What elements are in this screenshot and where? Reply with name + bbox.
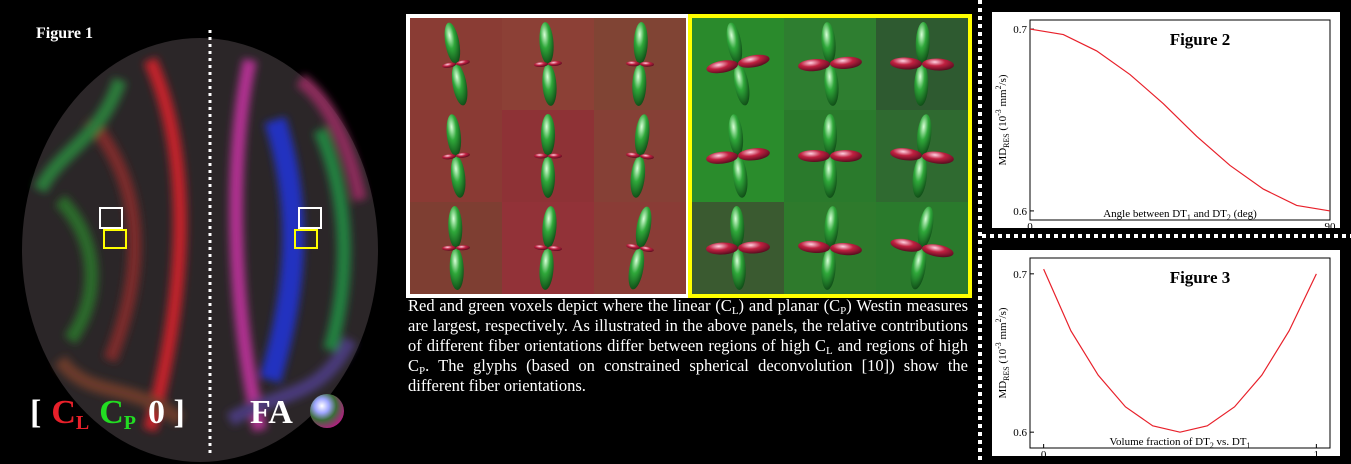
x-axis-label-part: vs. DT [1214,436,1247,448]
x-tick-label: 1 [1314,449,1320,461]
legend-cp: C [99,394,124,431]
legend-open: [ [30,394,41,431]
lobe [823,156,837,198]
legend-cl: C [51,394,76,431]
x-axis-label-part: and DT [1191,208,1227,220]
x-axis-label-part: (deg) [1231,208,1257,220]
y-tick-label: 0.7 [1013,269,1027,281]
x-axis-label-part: Angle between DT [1103,208,1187,220]
y-axis-label-part: (10 [997,115,1009,133]
y-axis-label-part: /s) [997,74,1009,85]
lobe [534,154,548,159]
x-axis-label-part: 1 [1247,441,1251,450]
y-tick-label: 0.7 [1013,24,1027,36]
y-axis-label-part: mm [997,322,1009,342]
chart-background [992,250,1340,456]
caption-text: Red and green voxels depict where the li… [408,296,732,315]
x-tick-label: 0 [1027,221,1033,233]
caption-text: ) and planar (C [739,296,841,315]
lobe [830,150,862,162]
lobe [798,150,830,162]
chart-background [992,12,1340,228]
page: Figure 1 [CLCP0 ] FA Figure 20.60.7090An… [0,0,1351,464]
x-axis-label: Volume fraction of DT2 vs. DT1 [1110,436,1251,450]
legend-cl-sub: L [76,412,89,434]
x-axis-label-part: Volume fraction of DT [1110,436,1211,448]
y-axis-label-part: mm [997,89,1009,109]
x-axis-label: Angle between DT1 and DT2 (deg) [1103,208,1257,222]
color-sphere [310,394,344,428]
chart-title: Figure 3 [1170,268,1231,287]
x-tick-label: 90 [1325,221,1337,233]
caption-text: . The glyphs (based on constrained spher… [408,356,968,395]
y-axis-label-part: MD [997,148,1009,166]
chart-title: Figure 2 [1170,30,1231,49]
y-tick-label: 0.6 [1013,427,1027,439]
fa-label: FA [250,394,293,431]
figure-title: Figure 1 [36,25,93,42]
glyph-panels [408,16,970,296]
y-axis-label-part: RES [1002,133,1011,148]
lobe [823,114,837,156]
legend-close: 0 ] [148,394,185,431]
y-axis-label-part: MD [997,381,1009,399]
lobe [541,114,555,156]
caption: Red and green voxels depict where the li… [408,296,968,396]
x-tick-label: 0 [1041,449,1047,461]
y-axis-label-part: (10 [997,348,1009,366]
y-axis-label-part: RES [1002,366,1011,381]
lobe [541,156,555,198]
y-axis-label-part: /s) [997,307,1009,318]
y-tick-label: 0.6 [1013,206,1027,218]
lobe [548,154,562,159]
legend-cp-sub: P [124,412,136,434]
